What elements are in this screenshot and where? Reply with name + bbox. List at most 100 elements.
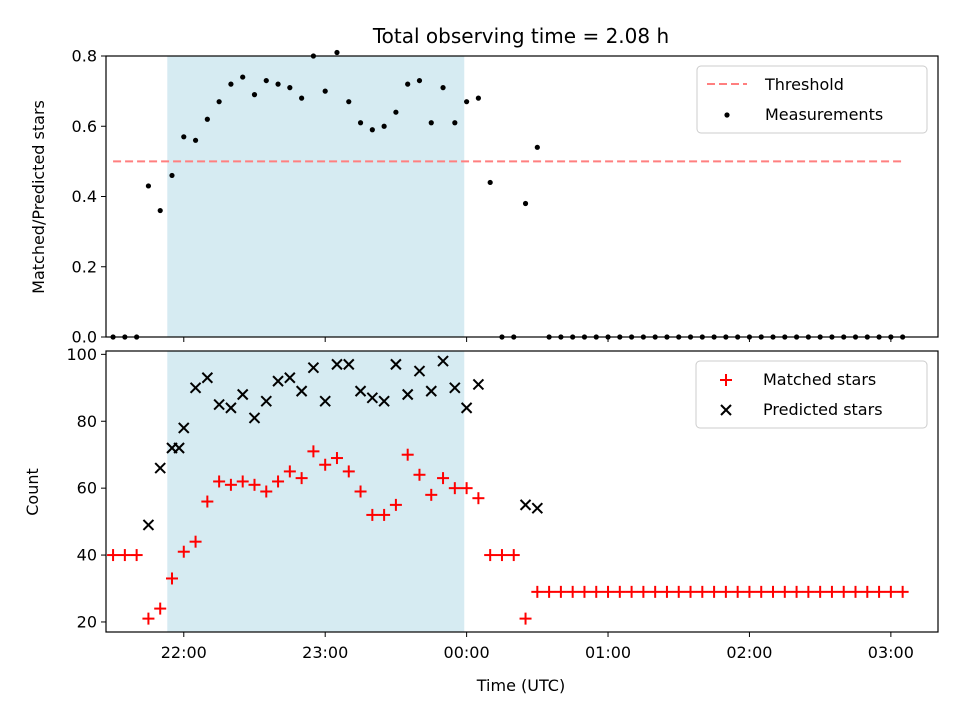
matched-star-point [566, 585, 579, 598]
matched-star-point [154, 602, 167, 615]
measurement-point [322, 88, 328, 94]
predicted-star-point [201, 372, 214, 384]
x-axis-label: Time (UTC) [476, 676, 565, 695]
matched-star-point [248, 478, 261, 491]
bottom-legend: Matched stars Predicted stars [695, 360, 928, 429]
bottom-ytick-label: 20 [77, 612, 97, 631]
matched-star-point [378, 508, 391, 521]
measurement-point [475, 95, 481, 101]
predicted-star-point [319, 395, 331, 407]
chart-title: Total observing time = 2.08 h [372, 24, 669, 48]
bottom-y-axis-label: Count [23, 468, 42, 516]
measurement-point [357, 120, 364, 126]
matched-star-point [118, 549, 131, 562]
predicted-star-point [173, 442, 185, 454]
measurement-point [263, 77, 269, 84]
matched-star-point [201, 495, 214, 508]
matched-star-point [660, 585, 673, 598]
matched-star-point [107, 549, 120, 562]
bottom-axes-frame [105, 350, 939, 633]
predicted-star-point [178, 422, 190, 434]
measurement-point [204, 116, 210, 122]
matched-star-point [342, 465, 355, 478]
matched-star-point [719, 585, 732, 598]
bottom-xtick-label: 00:00 [444, 643, 490, 662]
matched-star-point [224, 478, 237, 491]
predicted-star-point [295, 385, 308, 397]
matched-star-point [696, 585, 709, 598]
measurement-point [145, 183, 152, 189]
matched-star-point [602, 585, 615, 598]
matched-star-point [330, 452, 343, 465]
measurement-point [522, 200, 529, 207]
measurement-point [534, 144, 540, 150]
bottom-observing-span [167, 351, 465, 632]
matched-star-point [884, 585, 897, 598]
matched-star-point [708, 585, 721, 598]
matched-star-point [743, 585, 756, 598]
matched-star-point [495, 549, 508, 562]
bottom-xtick-label: 22:00 [161, 643, 207, 662]
matched-star-point [578, 585, 591, 598]
top-legend: Threshold Measurements [696, 65, 928, 134]
top-y-axis-label: Matched/Predicted stars [29, 100, 48, 294]
matched-star-point [590, 585, 603, 598]
measurement-point [275, 81, 281, 87]
predicted-star-point [378, 395, 390, 407]
matched-star-point [625, 585, 638, 598]
matched-star-point [554, 585, 567, 598]
matched-star-point [767, 585, 780, 598]
measurement-point [287, 85, 293, 91]
bottom-xtick-label: 03:00 [868, 643, 914, 662]
measurement-point [428, 120, 434, 126]
bottom-xtick-label: 23:00 [302, 643, 348, 662]
predicted-star-point [343, 358, 355, 371]
legend-threshold-label: Threshold [764, 75, 844, 94]
matched-star-point [142, 612, 155, 625]
matched-star-point [307, 445, 320, 458]
top-panel: 0.00.20.40.60.8 Matched/Predicted stars … [29, 47, 939, 347]
matched-star-point [260, 485, 273, 498]
matched-star-point [802, 585, 815, 598]
bottom-ytick-label: 40 [77, 546, 97, 565]
matched-star-point [790, 585, 803, 598]
bottom-panel: 22:00 23:00 00:00 01:00 02:00 03:00 20 40 60 80 1… [23, 345, 939, 695]
predicted-star-point [366, 392, 379, 404]
matched-star-point [531, 585, 544, 598]
matched-star-point [295, 472, 308, 485]
top-legend-box [696, 65, 928, 134]
measurement-point [299, 95, 305, 101]
legend-matched-label: Matched stars [763, 370, 876, 389]
predicted-star-point [225, 402, 237, 414]
matched-star-point [484, 549, 497, 562]
matched-star-point [861, 585, 874, 598]
top-observing-span [167, 56, 465, 337]
bottom-xtick-label: 01:00 [585, 643, 631, 662]
legend-predicted-swatch [720, 404, 732, 416]
predicted-star-point [531, 502, 544, 514]
predicted-star-point [142, 519, 155, 531]
measurement-point [251, 92, 258, 98]
matched-star-point [672, 585, 685, 598]
predicted-star-point [154, 462, 166, 474]
matched-star-point [130, 549, 143, 562]
bottom-ytick-label: 80 [77, 412, 97, 431]
matched-star-point [543, 585, 556, 598]
measurement-point [464, 99, 470, 105]
matched-star-point [177, 545, 190, 558]
top-ytick-label: 0.2 [72, 257, 97, 276]
measurement-point [381, 123, 387, 129]
predicted-star-point [449, 382, 461, 394]
matched-star-point [507, 549, 520, 562]
matched-star-point [849, 585, 862, 598]
predicted-star-point [284, 372, 296, 384]
predicted-star-point [307, 362, 320, 374]
measurement-point [393, 109, 399, 115]
matched-star-point [825, 585, 838, 598]
matched-star-point [165, 572, 178, 585]
predicted-star-point [248, 412, 261, 424]
top-ytick-label: 0.8 [72, 47, 97, 66]
measurement-point [192, 137, 199, 143]
matched-star-point [401, 448, 414, 461]
